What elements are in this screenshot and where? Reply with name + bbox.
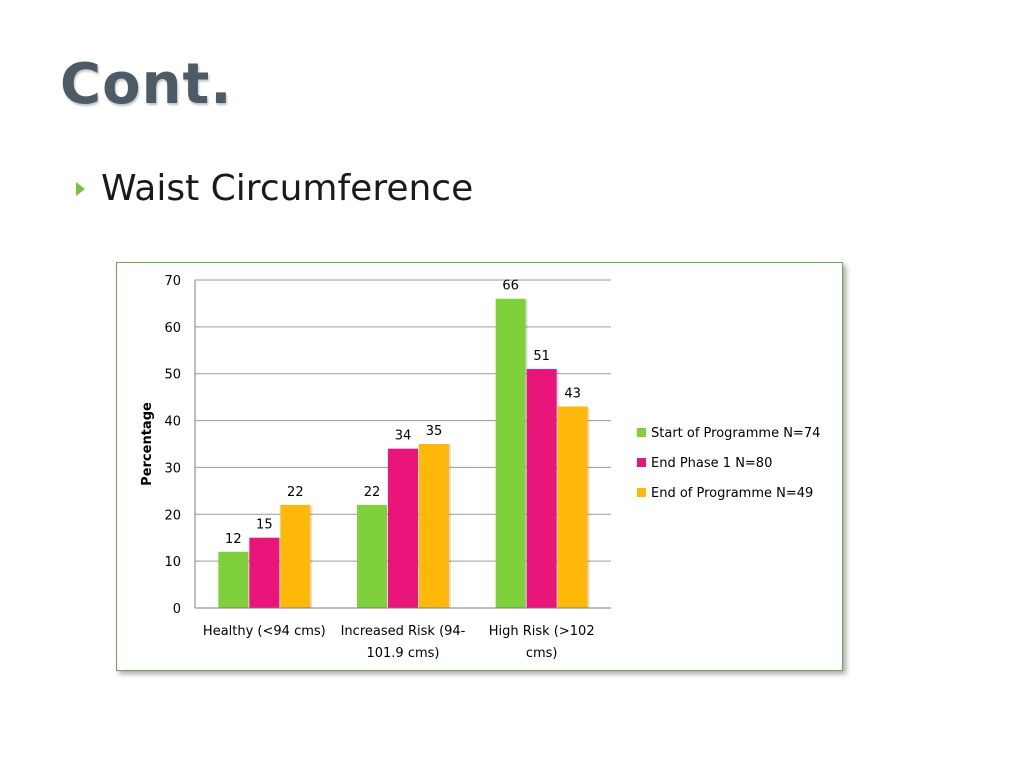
data-label: 22: [364, 485, 381, 500]
bullet-item: Waist Circumference: [76, 168, 473, 209]
legend: Start of Programme N=74 End Phase 1 N=80 E…: [637, 426, 820, 501]
bullet-arrow-icon: [76, 181, 85, 196]
bar-chart: 12 15 22 22 34 35 66 51 43 0 10 20 30 40 50 60 70 Percen…: [140, 274, 820, 661]
bar-group: 12 15 22 22 34 35 66 51 43: [218, 279, 590, 608]
bar: [249, 537, 280, 608]
data-label: 15: [256, 518, 273, 533]
y-tick-label: 60: [164, 321, 181, 336]
y-tick-label: 70: [164, 274, 181, 289]
data-label: 12: [225, 532, 242, 547]
bar: [419, 444, 449, 608]
data-label: 22: [287, 485, 304, 500]
bar: [557, 406, 588, 608]
chart-container: 12 15 22 22 34 35 66 51 43 0 10 20 30 40 50 60 70 Percen…: [116, 262, 843, 671]
data-label: 34: [395, 429, 412, 444]
y-axis-title: Percentage: [140, 402, 155, 486]
y-tick-label: 0: [173, 602, 181, 617]
bullet-text: Waist Circumference: [101, 168, 474, 209]
bar: [280, 504, 311, 608]
x-category-label: Increased Risk (94-: [341, 624, 466, 639]
slide-title: Cont.: [60, 52, 233, 117]
legend-entry: Start of Programme N=74: [651, 426, 820, 441]
bar: [526, 369, 557, 608]
y-tick-label: 10: [164, 555, 181, 570]
x-category-label: High Risk (>102: [489, 624, 595, 639]
bar: [218, 551, 249, 608]
x-category-label: Healthy (<94 cms): [203, 624, 326, 639]
bar: [388, 448, 418, 608]
data-label: 51: [533, 349, 550, 364]
x-category-label: 101.9 cms): [366, 646, 439, 661]
axes: 0 10 20 30 40 50 60 70 Percentage Healthy (<94 cm…: [140, 274, 611, 661]
data-label: 35: [426, 424, 443, 439]
y-tick-label: 30: [164, 461, 181, 476]
legend-swatch: [637, 428, 646, 437]
legend-entry: End Phase 1 N=80: [651, 456, 772, 471]
legend-swatch: [637, 488, 646, 497]
bar: [357, 504, 387, 608]
legend-swatch: [637, 458, 646, 467]
x-category-label: cms): [526, 646, 558, 661]
data-label: 66: [502, 279, 519, 294]
data-label: 43: [564, 387, 581, 402]
bar: [495, 298, 526, 608]
y-tick-label: 20: [164, 508, 181, 523]
y-tick-label: 40: [164, 415, 181, 430]
legend-entry: End of Programme N=49: [651, 486, 813, 501]
y-tick-label: 50: [164, 368, 181, 383]
